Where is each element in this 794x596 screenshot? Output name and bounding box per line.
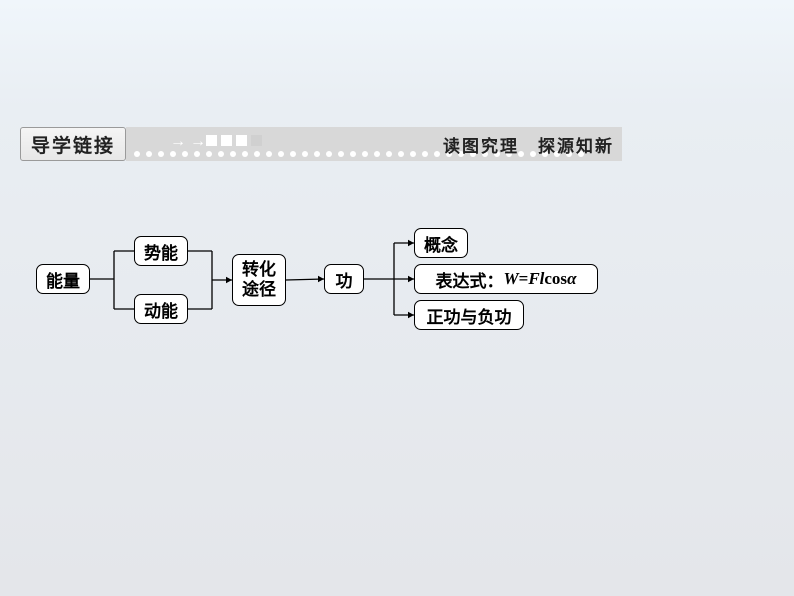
node-work: 功	[324, 264, 364, 294]
squares-decor	[206, 135, 262, 146]
guide-link-button: 导学链接	[20, 127, 126, 161]
node-ke: 动能	[134, 294, 188, 324]
node-pe: 势能	[134, 236, 188, 266]
guide-link-label: 导学链接	[31, 131, 115, 158]
node-concept: 概念	[414, 228, 468, 258]
header-bar: 导学链接 → → 读图究理 探源知新	[20, 127, 622, 161]
node-formula: 表达式：W=Flcos α	[414, 264, 598, 294]
node-sign: 正功与负功	[414, 300, 524, 330]
node-trans: 转化 途径	[232, 254, 286, 306]
header-decor: → → 读图究理 探源知新	[126, 127, 622, 161]
node-energy: 能量	[36, 264, 90, 294]
arrow-icon: → →	[170, 133, 206, 151]
header-subtitle: 读图究理 探源知新	[443, 127, 614, 161]
